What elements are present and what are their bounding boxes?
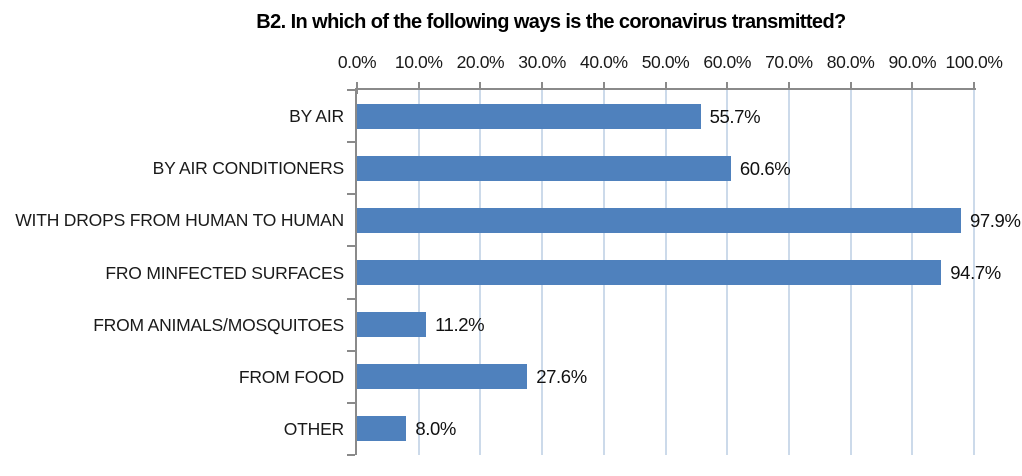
category-label: WITH DROPS FROM HUMAN TO HUMAN: [15, 210, 344, 231]
value-label: 97.9%: [970, 209, 1021, 231]
y-tick-mark: [347, 349, 355, 352]
value-label: 11.2%: [435, 314, 485, 336]
x-tick-label: 90.0%: [888, 52, 937, 72]
category-label: BY AIR: [289, 106, 344, 127]
y-tick-mark: [347, 141, 355, 144]
x-axis-line: [355, 88, 976, 90]
value-label: 60.6%: [739, 157, 791, 179]
bar: [357, 260, 942, 285]
bar: [357, 155, 731, 181]
y-tick-mark: [347, 89, 355, 91]
x-tick-label: 60.0%: [703, 52, 751, 72]
gridline: [973, 90, 975, 455]
chart-title: B2. In which of the following ways is th…: [256, 11, 846, 33]
value-label: 8.0%: [415, 418, 456, 440]
x-tick-label: 10.0%: [394, 52, 443, 72]
category-label: OTHER: [283, 418, 344, 439]
x-tick-label: 80.0%: [826, 52, 875, 72]
y-tick-mark: [347, 454, 355, 456]
value-label: 55.7%: [709, 105, 761, 127]
x-tick-label: 30.0%: [518, 52, 566, 72]
x-tick-label: 70.0%: [765, 52, 813, 72]
x-tick-label: 40.0%: [579, 52, 628, 72]
y-axis-line: [355, 88, 357, 455]
bar: [357, 416, 407, 442]
bar: [357, 364, 528, 390]
y-tick-mark: [347, 245, 355, 248]
x-tick-label: 50.0%: [641, 52, 690, 72]
x-tick-label: 20.0%: [456, 52, 505, 72]
value-label: 94.7%: [950, 262, 1001, 283]
category-label: FRO MINFECTED SURFACES: [105, 262, 344, 283]
y-tick-mark: [347, 401, 355, 404]
category-label: FROM FOOD: [238, 366, 344, 387]
x-tick-label: 100.0%: [945, 52, 1003, 72]
category-label: FROM ANIMALS/MOSQUITOES: [93, 314, 344, 335]
bar: [357, 207, 962, 233]
category-label: BY AIR CONDITIONERS: [152, 158, 345, 179]
y-tick-mark: [347, 193, 355, 196]
bar: [357, 312, 427, 338]
x-tick-label: 0.0%: [337, 52, 377, 72]
y-tick-mark: [347, 297, 355, 300]
bar: [357, 103, 701, 129]
value-label: 27.6%: [536, 366, 587, 388]
